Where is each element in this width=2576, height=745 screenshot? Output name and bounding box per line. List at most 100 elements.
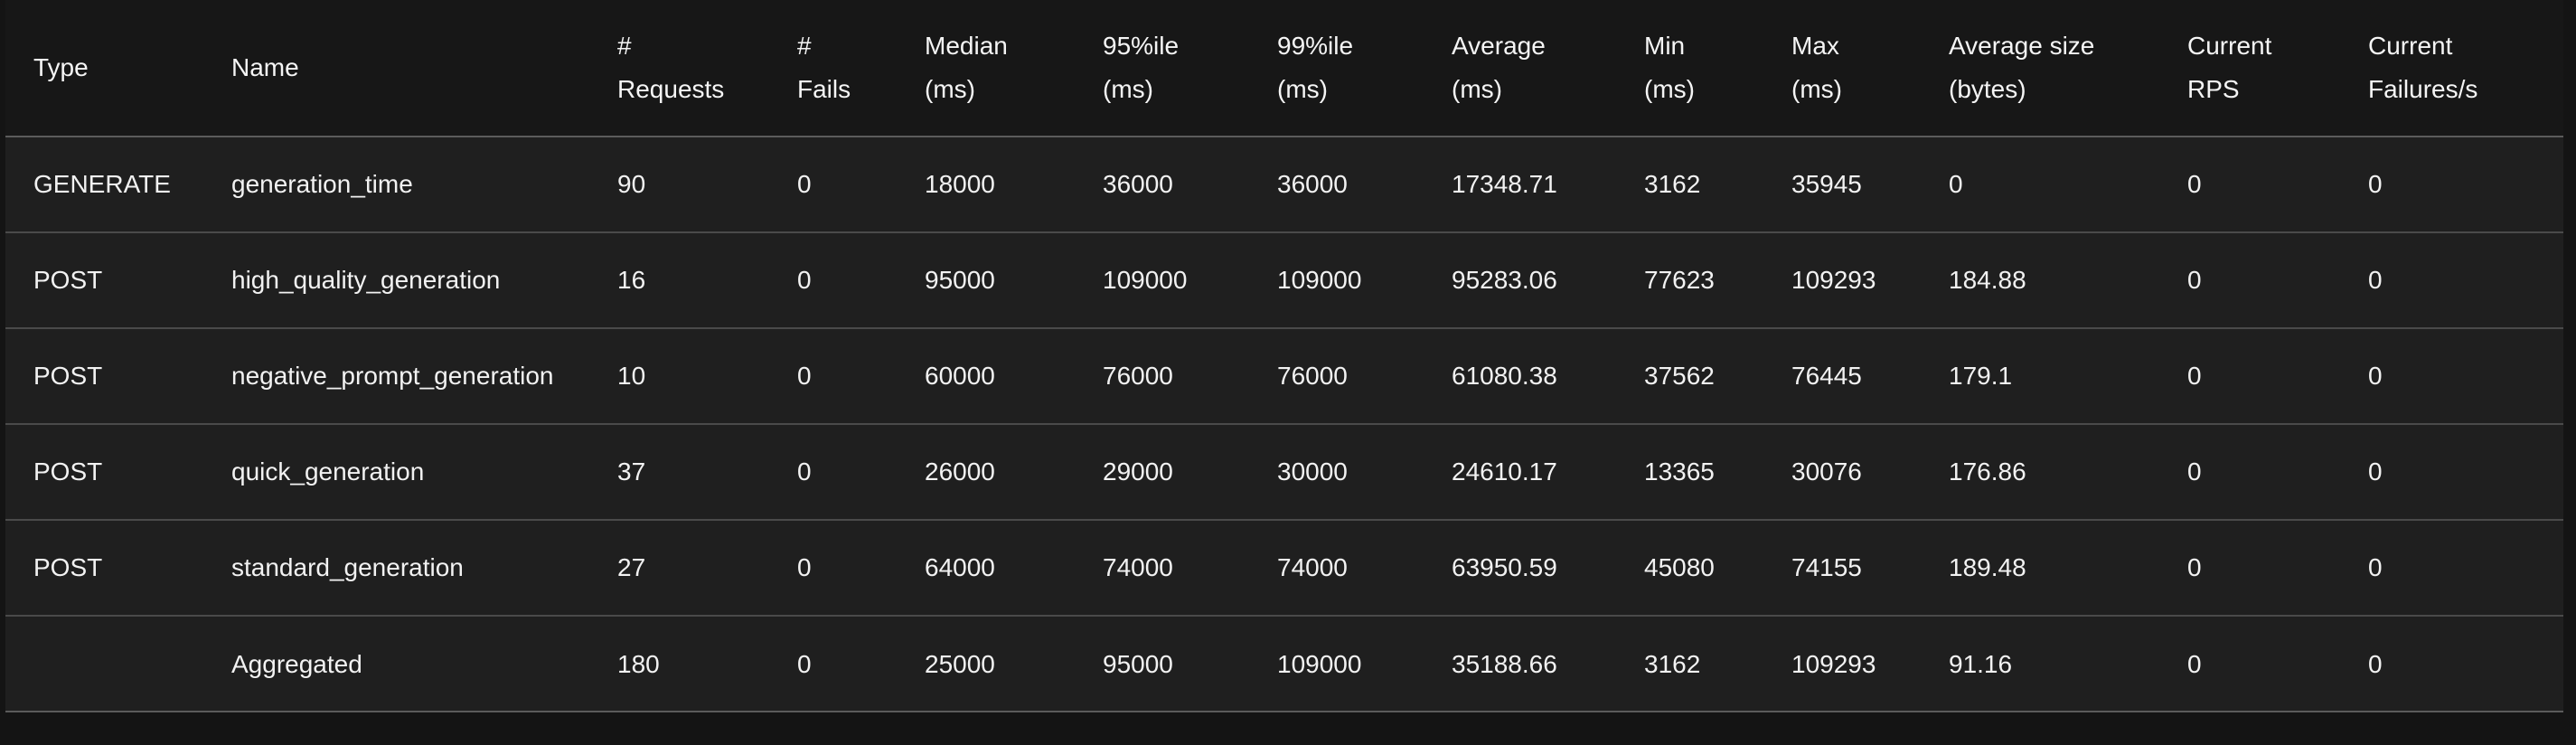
cell-p99: 109000 <box>1277 649 1362 678</box>
column-header-avg-size[interactable]: Average size (bytes) <box>1921 0 2159 137</box>
cell-min: 3162 <box>1644 170 1701 198</box>
cell-type: POST <box>33 362 103 390</box>
cell-median: 60000 <box>925 362 995 390</box>
cell-current-failures: 0 <box>2368 649 2383 678</box>
cell-name: quick_generation <box>231 457 425 486</box>
cell-average: 61080.38 <box>1452 362 1557 390</box>
cell-requests: 37 <box>617 457 646 486</box>
cell-max: 74155 <box>1791 553 1862 581</box>
cell-type: GENERATE <box>33 170 171 198</box>
cell-fails: 0 <box>797 266 812 294</box>
cell-fails: 0 <box>797 553 812 581</box>
column-header-fails[interactable]: # Fails <box>769 0 897 137</box>
column-header-current-rps[interactable]: Current RPS <box>2159 0 2340 137</box>
cell-requests: 16 <box>617 266 646 294</box>
cell-requests: 10 <box>617 362 646 390</box>
cell-median: 95000 <box>925 266 995 294</box>
table-row: POST standard_generation 27 0 64000 74000 7400… <box>5 520 2563 616</box>
aggregated-row: Aggregated 180 0 25000 95000 109000 35188.66 31… <box>5 616 2563 712</box>
column-header-name[interactable]: Name <box>203 0 589 137</box>
cell-median: 26000 <box>925 457 995 486</box>
column-header-sublabel: (bytes) <box>1949 75 2026 103</box>
cell-name: negative_prompt_generation <box>231 362 554 390</box>
column-header-average[interactable]: Average (ms) <box>1424 0 1616 137</box>
cell-max: 109293 <box>1791 649 1876 678</box>
cell-average: 17348.71 <box>1452 170 1557 198</box>
cell-p99: 74000 <box>1277 553 1348 581</box>
column-header-p95[interactable]: 95%ile (ms) <box>1075 0 1249 137</box>
statistics-table: Type Name # Requests # Fails Median (ms) 95%ile (… <box>5 0 2563 712</box>
cell-median: 18000 <box>925 170 995 198</box>
column-header-p99[interactable]: 99%ile (ms) <box>1249 0 1424 137</box>
column-header-requests[interactable]: # Requests <box>589 0 769 137</box>
statistics-table-container: Type Name # Requests # Fails Median (ms) 95%ile (… <box>5 0 2563 712</box>
column-header-label: Max <box>1791 32 1839 60</box>
column-header-median[interactable]: Median (ms) <box>897 0 1075 137</box>
column-header-label: Name <box>231 53 299 81</box>
cell-type: POST <box>33 553 103 581</box>
cell-min: 3162 <box>1644 649 1701 678</box>
header-row: Type Name # Requests # Fails Median (ms) 95%ile (… <box>5 0 2563 137</box>
cell-median: 25000 <box>925 649 995 678</box>
column-header-sublabel: (ms) <box>1103 75 1153 103</box>
cell-current-failures: 0 <box>2368 362 2383 390</box>
cell-p95: 29000 <box>1103 457 1173 486</box>
cell-avg-size: 189.48 <box>1949 553 2026 581</box>
cell-p95: 109000 <box>1103 266 1188 294</box>
cell-fails: 0 <box>797 362 812 390</box>
column-header-label: Average size <box>1949 32 2095 60</box>
cell-avg-size: 176.86 <box>1949 457 2026 486</box>
table-row: POST quick_generation 37 0 26000 29000 30000 24… <box>5 424 2563 520</box>
cell-requests: 180 <box>617 649 660 678</box>
table-header: Type Name # Requests # Fails Median (ms) 95%ile (… <box>5 0 2563 137</box>
cell-p99: 109000 <box>1277 266 1362 294</box>
column-header-sublabel: Failures/s <box>2368 75 2478 103</box>
cell-current-rps: 0 <box>2187 170 2202 198</box>
column-header-sublabel: (ms) <box>925 75 975 103</box>
cell-min: 37562 <box>1644 362 1715 390</box>
cell-name: generation_time <box>231 170 413 198</box>
column-header-label: # <box>797 32 812 60</box>
table-body: GENERATE generation_time 90 0 18000 36000 3600… <box>5 137 2563 712</box>
cell-current-failures: 0 <box>2368 266 2383 294</box>
column-header-sublabel: (ms) <box>1791 75 1842 103</box>
table-row: POST negative_prompt_generation 10 0 60000 76… <box>5 328 2563 424</box>
column-header-label: 99%ile <box>1277 32 1354 60</box>
cell-name: Aggregated <box>231 649 362 678</box>
column-header-type[interactable]: Type <box>5 0 203 137</box>
column-header-sublabel: Requests <box>617 75 725 103</box>
cell-p99: 36000 <box>1277 170 1348 198</box>
cell-avg-size: 184.88 <box>1949 266 2026 294</box>
column-header-current-failures[interactable]: Current Failures/s <box>2340 0 2563 137</box>
cell-max: 109293 <box>1791 266 1876 294</box>
cell-requests: 27 <box>617 553 646 581</box>
cell-p95: 74000 <box>1103 553 1173 581</box>
column-header-sublabel: RPS <box>2187 75 2240 103</box>
cell-current-rps: 0 <box>2187 457 2202 486</box>
column-header-label: 95%ile <box>1103 32 1180 60</box>
cell-p95: 36000 <box>1103 170 1173 198</box>
cell-max: 35945 <box>1791 170 1862 198</box>
table-row: GENERATE generation_time 90 0 18000 36000 3600… <box>5 137 2563 232</box>
cell-avg-size: 91.16 <box>1949 649 2013 678</box>
column-header-min[interactable]: Min (ms) <box>1616 0 1763 137</box>
cell-average: 24610.17 <box>1452 457 1557 486</box>
cell-current-failures: 0 <box>2368 457 2383 486</box>
column-header-label: # <box>617 32 632 60</box>
cell-type <box>5 616 203 712</box>
cell-fails: 0 <box>797 649 812 678</box>
column-header-label: Current <box>2368 32 2453 60</box>
cell-median: 64000 <box>925 553 995 581</box>
table-row: POST high_quality_generation 16 0 95000 10900… <box>5 232 2563 328</box>
cell-max: 30076 <box>1791 457 1862 486</box>
cell-current-rps: 0 <box>2187 266 2202 294</box>
cell-min: 45080 <box>1644 553 1715 581</box>
cell-current-failures: 0 <box>2368 553 2383 581</box>
cell-type: POST <box>33 266 103 294</box>
cell-average: 63950.59 <box>1452 553 1557 581</box>
cell-name: standard_generation <box>231 553 464 581</box>
column-header-max[interactable]: Max (ms) <box>1763 0 1921 137</box>
column-header-sublabel: (ms) <box>1277 75 1328 103</box>
cell-current-rps: 0 <box>2187 362 2202 390</box>
cell-average: 95283.06 <box>1452 266 1557 294</box>
